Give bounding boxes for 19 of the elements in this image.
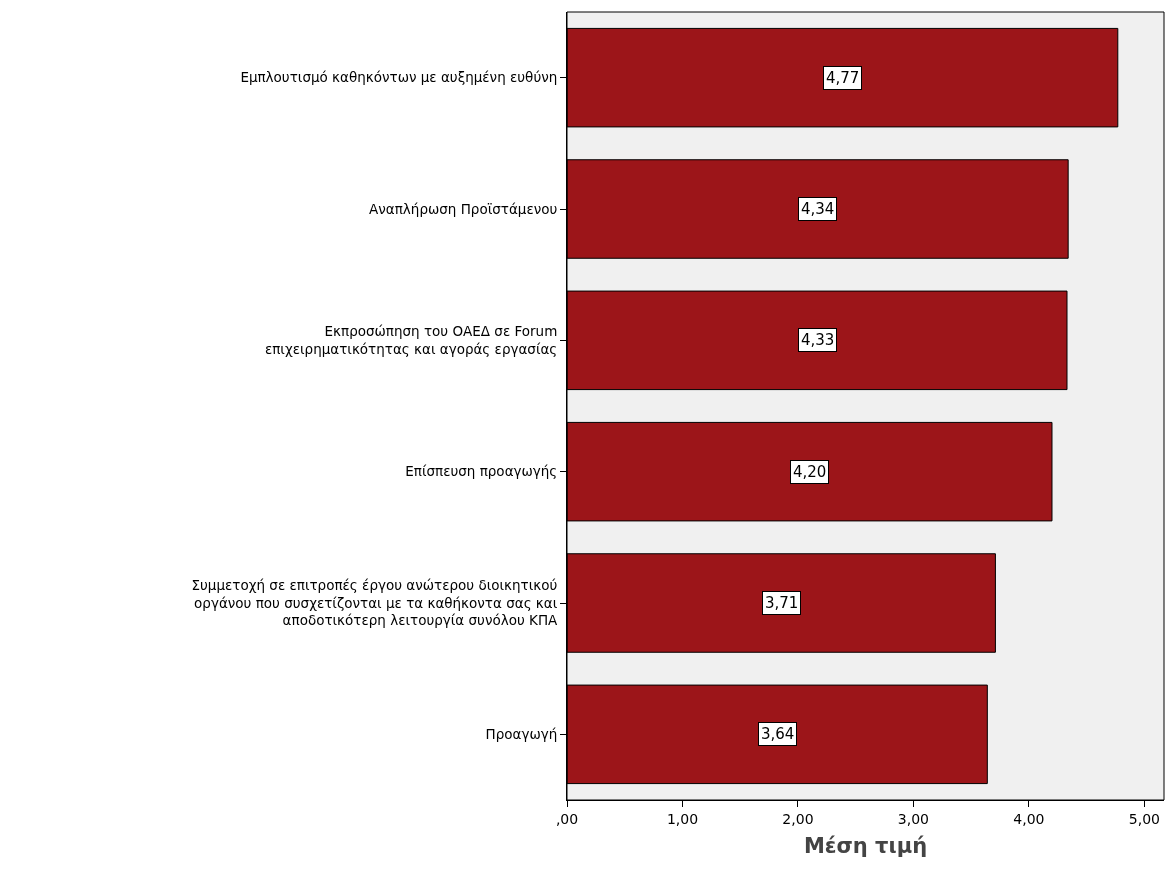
x-tick-label: 5,00 xyxy=(1128,810,1160,827)
data-label: 4,33 xyxy=(801,331,835,349)
y-tick-label: Εκπροσώπηση του ΟΑΕΔ σε Forum επιχειρηματικότητας και αγοράς εργασίας xyxy=(264,323,558,357)
data-label: 4,34 xyxy=(801,200,835,218)
data-label: 3,64 xyxy=(761,725,795,743)
data-label: 4,77 xyxy=(826,69,860,87)
x-tick-label: 2,00 xyxy=(782,810,814,827)
data-label: 4,20 xyxy=(793,463,827,481)
x-tick-label: 1,00 xyxy=(666,810,699,827)
x-axis-title: Μέση τιμή xyxy=(803,834,928,858)
x-tick-label: 3,00 xyxy=(897,810,930,827)
x-tick-label: ,00 xyxy=(555,810,579,827)
y-tick-label: Επίσπευση προαγωγής xyxy=(405,463,558,480)
x-tick-label: 4,00 xyxy=(1013,810,1045,827)
y-tick-label: Συμμετοχή σε επιτροπές έργου ανώτερου διοικητικού οργάνου που συσχετίζονται με τα καθήκοντα σας και αποδοτικότερη λειτουργία συνόλου ΚΠΑ xyxy=(191,577,559,629)
y-tick-label: Εμπλουτισμό καθηκόντων με αυξημένη ευθύνη xyxy=(240,69,558,86)
data-label: 3,71 xyxy=(765,594,799,612)
y-tick-label: Προαγωγή xyxy=(485,726,558,743)
y-tick-label: Αναπλήρωση Προϊστάμενου xyxy=(369,200,558,217)
